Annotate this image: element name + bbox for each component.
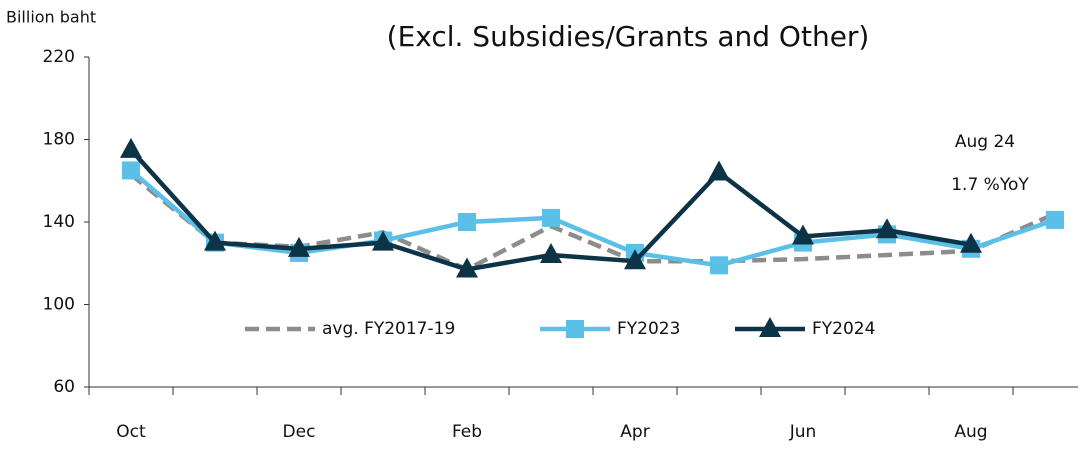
legend-label: FY2024 [812,319,875,339]
point [876,218,898,239]
annotation: 1.7 %YoY [951,175,1029,195]
y-tick-label: 60 [53,377,75,397]
legend-marker [759,317,781,337]
x-tick-label: Oct [116,422,146,442]
series-line [129,168,1056,268]
x-tick-label: Feb [452,422,482,442]
x-tick-label: Dec [283,422,316,442]
point [120,137,142,158]
legend-marker [566,320,584,338]
point [540,243,562,263]
point [204,230,226,251]
point [708,160,730,181]
legend-label: avg. FY2017-19 [322,319,455,339]
y-axis-label: Billion baht [6,8,96,27]
point [1046,210,1064,229]
y-tick-label: 220 [43,47,75,67]
series-line [129,172,1056,272]
y-tick-label: 180 [43,130,75,150]
point [710,256,728,275]
point [542,208,560,227]
annotation: Aug 24 [955,132,1015,152]
point [372,230,394,251]
point [792,224,814,245]
y-tick-label: 140 [43,212,75,232]
point [458,213,476,231]
x-tick-label: Aug [954,422,987,442]
legend-label: FY2023 [617,319,680,339]
x-tick-label: Apr [620,422,649,442]
point [122,161,140,180]
point [288,236,310,257]
point [624,249,646,270]
y-tick-label: 100 [43,295,75,315]
point [960,232,982,253]
point [456,257,478,278]
x-tick-label: Jun [789,422,817,442]
chart-title: (Excl. Subsidies/Grants and Other) [387,20,870,53]
